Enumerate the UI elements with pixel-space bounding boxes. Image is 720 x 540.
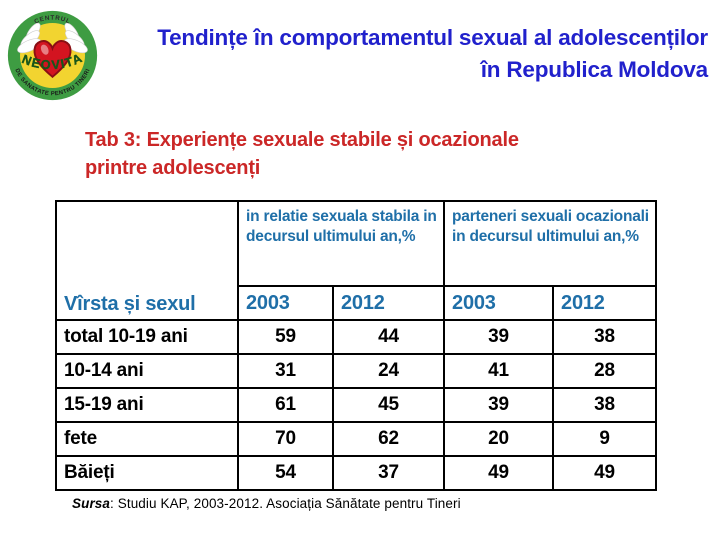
cell-value: 24 [331,353,446,389]
cell-value: 45 [331,387,446,423]
row-label: 15-19 ani [55,387,239,423]
heart-gloss [40,44,49,55]
slide-title-line1: Tendințe în comportamentul sexual al ado… [157,25,708,50]
cell-value: 61 [237,387,334,423]
cell-value: 44 [331,319,446,355]
source-note: Sursa: Studiu KAP, 2003-2012. Asociația … [72,496,461,511]
cell-value: 28 [552,353,658,389]
cell-value: 54 [237,455,334,491]
row-label: 10-14 ani [55,353,239,389]
table-group-header-row: Vîrsta și sexul in relatie sexuala stabi… [55,200,658,321]
cell-value: 39 [443,387,555,423]
cell-value: 62 [331,421,446,457]
year-header: 2003 [443,285,555,321]
section-heading-line1: Tab 3: Experiențe sexuale stabile și oca… [85,129,519,151]
table-row: 15-19 ani 61 45 39 38 [55,387,658,423]
heart-icon [33,40,72,79]
table-row: Băieți 54 37 49 49 [55,455,658,491]
cell-value: 59 [237,319,334,355]
cell-value: 9 [552,421,658,457]
svg-text:CENTRUL: CENTRUL [33,15,71,26]
cell-value: 39 [443,319,555,355]
cell-value: 49 [443,455,555,491]
row-label: total 10-19 ani [55,319,239,355]
row-label: Băieți [55,455,239,491]
neovita-logo: CENTRUL DE SANATATE PENTRU TINERI NEOVIT… [4,6,101,103]
cell-value: 38 [552,387,658,423]
source-text: : Studiu KAP, 2003-2012. Asociația Sănăt… [110,496,461,511]
section-heading-line2: printre adolescenți [85,157,261,179]
cell-value: 49 [552,455,658,491]
group-header-stable: in relatie sexuala stabila in decursul u… [236,200,446,287]
table-row: fete 70 62 20 9 [55,421,658,457]
neovita-logo-icon: CENTRUL DE SANATATE PENTRU TINERI NEOVIT… [7,10,98,101]
group-header-occasional: parteneri sexuali ocazionali in decursul… [443,200,658,287]
right-wing-icon [63,22,88,54]
data-table: Vîrsta și sexul in relatie sexuala stabi… [55,200,658,491]
year-header: 2012 [331,285,446,321]
cell-value: 41 [443,353,555,389]
cell-value: 31 [237,353,334,389]
row-header-label-cell: Vîrsta și sexul [55,200,239,321]
cell-value: 37 [331,455,446,491]
cell-value: 38 [552,319,658,355]
left-wing-icon [17,22,42,54]
year-header: 2003 [237,285,334,321]
cell-value: 20 [443,421,555,457]
table-row: total 10-19 ani 59 44 39 38 [55,319,658,355]
table-year-header-row: 2003 2012 2003 2012 [56,285,658,321]
source-label: Sursa [72,496,111,511]
section-heading: Tab 3: Experiențe sexuale stabile și oca… [85,126,585,182]
slide-title: Tendințe în comportamentul sexual al ado… [108,22,708,86]
year-header: 2012 [552,285,658,321]
row-label: fete [55,421,239,457]
slide-title-line2: în Republica Moldova [480,56,708,82]
cell-value: 70 [237,421,334,457]
table-row: 10-14 ani 31 24 41 28 [55,353,658,389]
logo-ring-top-text: CENTRUL [33,15,71,26]
